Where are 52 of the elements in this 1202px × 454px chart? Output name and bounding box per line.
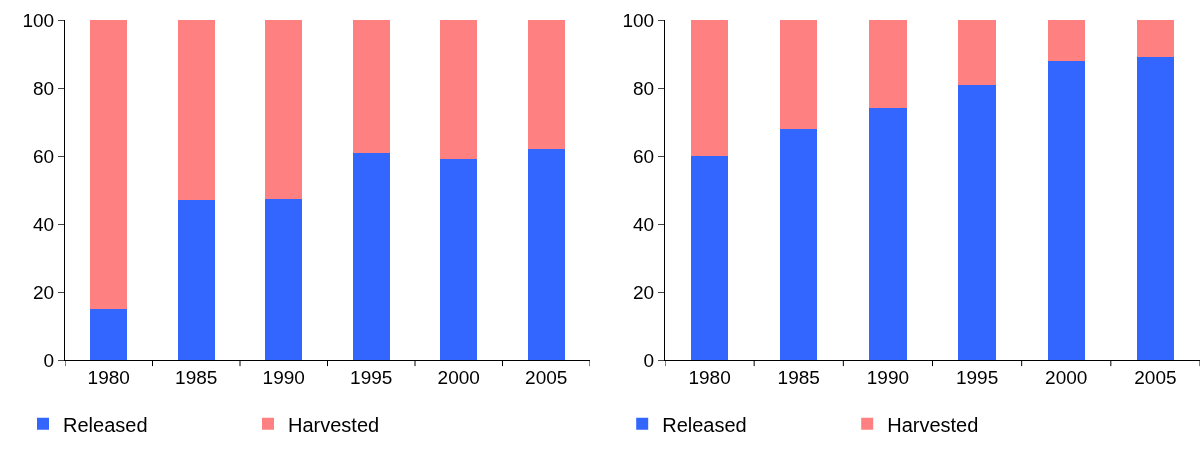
bar: [690, 20, 729, 156]
bar: [1136, 20, 1175, 58]
bar: [869, 20, 907, 109]
bar: [90, 20, 128, 309]
y-tick-label: 80: [33, 77, 55, 99]
x-tick-label: 1990: [262, 366, 305, 388]
legend-label: Released: [63, 413, 148, 436]
y-tick-label: 0: [643, 349, 655, 371]
bar: [440, 159, 478, 360]
bar: [527, 149, 565, 360]
x-tick-label: 1995: [955, 366, 999, 388]
bar: [690, 156, 729, 360]
x-tick-label: 1980: [688, 366, 731, 388]
bar: [440, 20, 478, 160]
y-tick-label: 20: [33, 281, 55, 303]
legend-label: Released: [662, 413, 747, 436]
bar: [352, 20, 390, 153]
bar: [90, 309, 128, 360]
y-tick-label: 60: [33, 145, 55, 167]
bar: [780, 128, 818, 360]
x-tick-label: 2005: [525, 366, 568, 388]
y-tick-label: 80: [633, 77, 655, 99]
y-tick-label: 100: [622, 9, 655, 31]
bar: [1047, 20, 1085, 61]
y-tick-label: 60: [633, 145, 655, 167]
x-tick-label: 2000: [1045, 366, 1088, 388]
legend-label: Harvested: [288, 413, 380, 436]
bar: [352, 152, 390, 360]
x-tick-label: 2000: [437, 366, 480, 388]
x-tick-label: 1985: [175, 366, 218, 388]
bar: [177, 20, 215, 201]
y-tick-label: 0: [43, 349, 55, 371]
bar: [1047, 60, 1085, 360]
x-tick-label: 1980: [87, 366, 130, 388]
bar: [958, 84, 996, 360]
x-tick-label: 1995: [350, 366, 393, 388]
bar: [780, 20, 818, 129]
bar: [177, 200, 215, 360]
bar: [869, 108, 907, 360]
y-tick-label: 40: [33, 213, 55, 235]
x-tick-label: 1985: [777, 366, 820, 388]
x-tick-label: 2005: [1134, 366, 1177, 388]
y-tick-label: 20: [633, 281, 655, 303]
y-tick-label: 40: [633, 213, 655, 235]
bar: [527, 20, 565, 150]
bar: [958, 20, 996, 85]
bar: [1136, 57, 1175, 360]
legend-label: Harvested: [887, 413, 979, 436]
bar: [265, 20, 303, 199]
bar: [265, 198, 303, 360]
y-tick-label: 100: [22, 9, 55, 31]
x-tick-label: 1990: [866, 366, 910, 388]
